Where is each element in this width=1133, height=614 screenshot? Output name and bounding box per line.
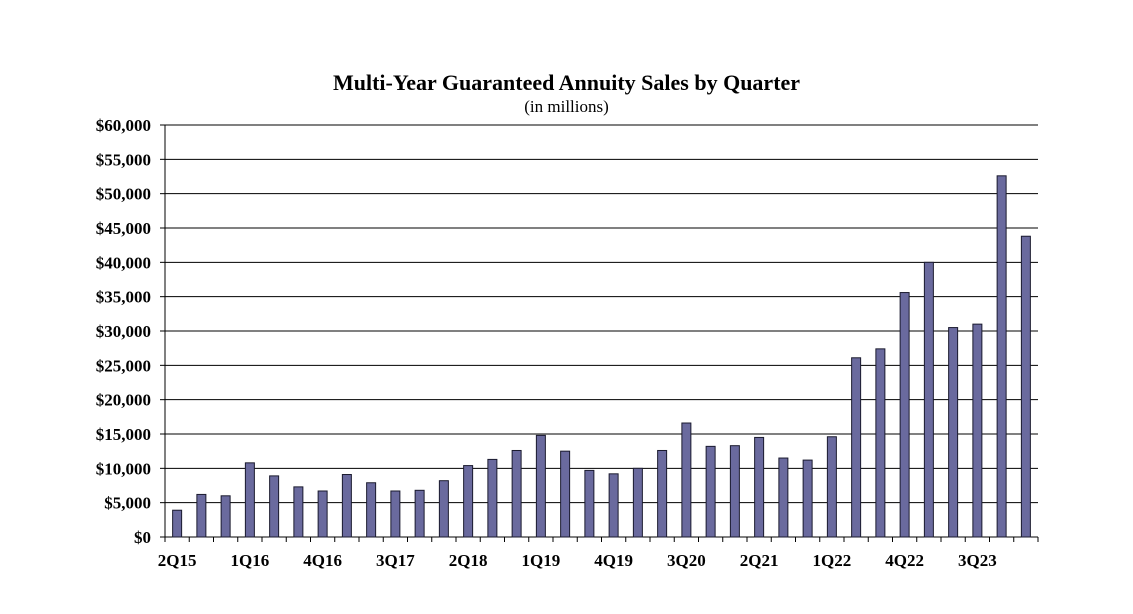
y-tick-label: $35,000	[96, 288, 151, 307]
bar-4Q16	[317, 490, 328, 538]
bar-3Q21	[778, 457, 789, 538]
bar-3Q19	[584, 469, 595, 538]
bar-1Q16	[244, 462, 255, 538]
bar-4Q18	[511, 449, 522, 538]
bar-3Q22	[875, 348, 886, 538]
x-tick-label: 2Q15	[158, 551, 197, 570]
x-tick-label: 4Q22	[885, 551, 924, 570]
bar-1Q21	[729, 445, 740, 538]
bar-4Q15	[220, 495, 231, 538]
bar-1Q23	[923, 261, 934, 538]
bar-2Q23	[948, 327, 959, 538]
x-tick-label: 2Q21	[740, 551, 779, 570]
y-tick-label: $5,000	[104, 494, 151, 513]
y-tick-label: $55,000	[96, 150, 151, 169]
chart-subtitle: (in millions)	[524, 97, 609, 116]
bar-2Q15	[172, 509, 183, 538]
y-tick-label: $40,000	[96, 253, 151, 272]
y-tick-label: $20,000	[96, 391, 151, 410]
y-tick-label: $10,000	[96, 459, 151, 478]
bar-3Q23	[972, 323, 983, 538]
y-tick-label: $50,000	[96, 185, 151, 204]
bar-4Q23	[996, 175, 1007, 538]
bar-1Q17	[341, 474, 352, 538]
bar-4Q22	[899, 292, 910, 538]
bar-3Q16	[293, 486, 304, 538]
bar-1Q20	[632, 467, 643, 538]
x-tick-label: 1Q19	[522, 551, 561, 570]
bar-4Q19	[608, 473, 619, 538]
bar-4Q20	[705, 445, 716, 538]
x-tick-label: 1Q22	[813, 551, 852, 570]
bar-1Q22	[826, 436, 837, 538]
x-tick-label: 2Q18	[449, 551, 488, 570]
bar-1Q24	[1020, 235, 1031, 538]
bar-4Q21	[802, 459, 813, 538]
x-tick-label: 3Q17	[376, 551, 415, 570]
bar-4Q17	[414, 489, 425, 538]
y-tick-label: $30,000	[96, 322, 151, 341]
bar-3Q20	[681, 422, 692, 538]
bar-2Q21	[754, 436, 765, 538]
y-tick-label: $0	[134, 528, 151, 547]
y-tick-label: $45,000	[96, 219, 151, 238]
x-tick-label: 3Q23	[958, 551, 997, 570]
bar-2Q20	[657, 449, 668, 538]
bar-1Q19	[535, 434, 546, 538]
bar-3Q18	[487, 458, 498, 538]
y-tick-label: $15,000	[96, 425, 151, 444]
bar-2Q19	[560, 450, 571, 538]
bar-2Q22	[851, 357, 862, 538]
y-tick-label: $60,000	[96, 116, 151, 135]
bar-3Q17	[390, 490, 401, 538]
bar-2Q16	[269, 475, 280, 538]
chart-title: Multi-Year Guaranteed Annuity Sales by Q…	[332, 70, 801, 95]
y-tick-label: $25,000	[96, 356, 151, 375]
bar-2Q18	[463, 465, 474, 538]
bar-1Q18	[438, 480, 449, 538]
x-tick-label: 4Q16	[303, 551, 342, 570]
bar-3Q15	[196, 493, 207, 538]
x-tick-label: 4Q19	[594, 551, 633, 570]
x-tick-label: 1Q16	[231, 551, 270, 570]
x-tick-label: 3Q20	[667, 551, 706, 570]
bar-2Q17	[366, 482, 377, 538]
